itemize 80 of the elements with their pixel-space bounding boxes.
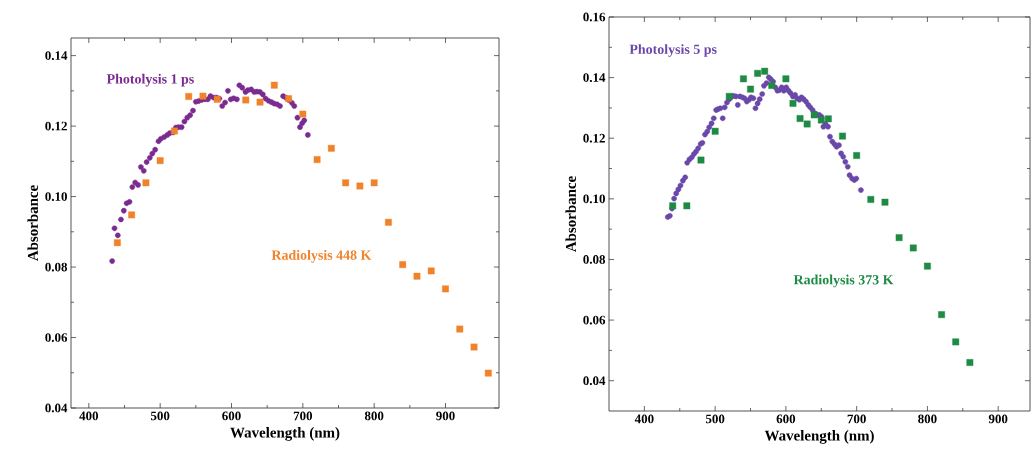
x-tick-label: 800 <box>918 414 937 424</box>
point <box>370 179 378 187</box>
point <box>313 156 321 163</box>
point <box>442 285 449 293</box>
point <box>761 67 769 75</box>
point <box>853 152 861 159</box>
y-tick-label: 0.06 <box>583 315 606 325</box>
point <box>185 93 193 100</box>
point <box>327 144 335 152</box>
point <box>881 198 889 206</box>
point <box>867 196 875 203</box>
point <box>966 359 974 366</box>
y-tick-label: 0.10 <box>45 192 67 201</box>
point <box>342 179 350 187</box>
y-tick-label: 0.08 <box>583 255 606 264</box>
y-tick-label: 0.04 <box>45 403 68 413</box>
y-tick-label: 0.08 <box>45 262 68 272</box>
point <box>128 211 136 219</box>
x-tick-label: 600 <box>776 414 796 424</box>
point <box>142 179 150 187</box>
point <box>796 115 804 122</box>
point <box>113 239 121 247</box>
point <box>952 338 960 346</box>
x-tick-label: 400 <box>79 411 99 421</box>
point <box>711 127 719 135</box>
y-tick-label: 0.14 <box>45 51 68 61</box>
x-tick-label: 700 <box>293 411 313 421</box>
point <box>427 267 435 275</box>
point <box>385 218 392 226</box>
y-tick-label: 0.06 <box>45 333 68 342</box>
x-tick-label: 500 <box>150 411 170 421</box>
point <box>356 182 364 190</box>
point <box>413 272 421 280</box>
point <box>789 99 797 107</box>
x-tick-label: 500 <box>705 414 725 424</box>
y-tick-label: 0.12 <box>583 133 605 143</box>
point <box>747 85 754 93</box>
text: Radiolysis 448 K <box>271 249 372 263</box>
point <box>839 132 846 140</box>
x-axis-title: Wavelength (nm) <box>230 427 340 441</box>
point <box>924 262 931 270</box>
x-tick-label: 700 <box>847 414 866 424</box>
point <box>256 98 264 106</box>
point <box>895 234 903 242</box>
text: Radiolysis 373 K <box>793 274 894 288</box>
point <box>299 110 307 118</box>
x-tick-label: 400 <box>634 414 654 424</box>
point <box>803 120 811 128</box>
x-axis-title: Wavelength (nm) <box>764 430 874 444</box>
point <box>156 157 164 165</box>
point <box>456 325 464 333</box>
point <box>242 96 250 104</box>
point <box>824 115 832 123</box>
y-axis-title: Absorbance <box>565 176 576 253</box>
y-axis-title: Absorbance <box>27 185 38 262</box>
point <box>697 156 705 164</box>
point <box>484 369 492 377</box>
series-label: Photolysis 1 ps <box>106 73 194 87</box>
point <box>470 343 478 351</box>
point <box>754 69 761 77</box>
point <box>909 244 917 252</box>
x-tick-label: 900 <box>988 414 1008 424</box>
y-tick-label: 0.04 <box>583 376 606 386</box>
point <box>768 82 776 89</box>
x-tick-label: 600 <box>222 411 241 421</box>
x-tick-label: 800 <box>364 411 384 421</box>
point <box>782 75 790 83</box>
point <box>399 261 407 268</box>
point <box>683 202 691 210</box>
y-tick-label: 0.16 <box>583 12 606 22</box>
text: Photolysis 5 ps <box>629 44 717 57</box>
y-tick-label: 0.10 <box>583 194 605 204</box>
x-tick-label: 900 <box>436 411 455 421</box>
point <box>199 92 207 100</box>
y-tick-label: 0.12 <box>45 121 67 131</box>
point <box>817 116 825 124</box>
point <box>270 81 278 89</box>
point <box>938 311 945 319</box>
y-tick-label: 0.14 <box>583 73 606 83</box>
point <box>740 75 747 83</box>
